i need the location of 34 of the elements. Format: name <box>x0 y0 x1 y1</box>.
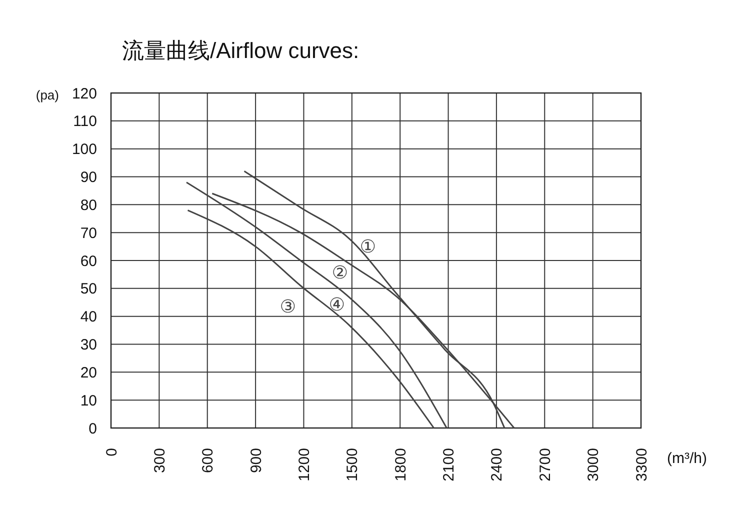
y-tick-label: 110 <box>73 113 97 130</box>
y-tick-label: 40 <box>80 308 97 326</box>
x-tick-label: 3000 <box>585 448 602 482</box>
line-series <box>186 182 448 429</box>
x-tick-label: 1200 <box>296 448 313 482</box>
series-label: ③ <box>280 296 296 316</box>
x-tick-label: 0 <box>103 448 120 456</box>
y-tick-label: 90 <box>80 169 97 186</box>
x-tick-label: 3300 <box>633 448 650 482</box>
chart-title: 流量曲线/Airflow curves: <box>122 38 360 63</box>
x-tick-label: 2700 <box>536 448 554 482</box>
x-tick-label: 1500 <box>344 448 362 482</box>
y-tick-label: 120 <box>72 85 97 102</box>
x-tick-label: 900 <box>248 448 265 474</box>
line-series <box>187 210 435 429</box>
y-tick-label: 30 <box>80 336 97 354</box>
y-axis-title: (pa) <box>36 88 59 103</box>
x-tick-label: 600 <box>200 448 217 474</box>
y-tick-label: 20 <box>80 364 97 382</box>
y-tick-label: 60 <box>80 252 97 270</box>
series-label: ② <box>332 262 348 282</box>
y-tick-label: 100 <box>72 141 97 158</box>
y-tick-label: 0 <box>88 420 97 438</box>
y-tick-label: 80 <box>80 196 97 214</box>
y-tick-label: 70 <box>80 224 97 242</box>
x-tick-label: 300 <box>151 448 168 474</box>
x-tick-label: 2400 <box>488 448 506 482</box>
x-tick-label: 2100 <box>440 448 458 482</box>
y-tick-label: 50 <box>80 280 97 298</box>
x-tick-label: 1800 <box>392 448 410 482</box>
series-label: ④ <box>328 294 346 314</box>
x-axis-title: (m³/h) <box>667 450 707 467</box>
series-label: ① <box>360 236 376 256</box>
y-tick-label: 10 <box>80 392 97 410</box>
